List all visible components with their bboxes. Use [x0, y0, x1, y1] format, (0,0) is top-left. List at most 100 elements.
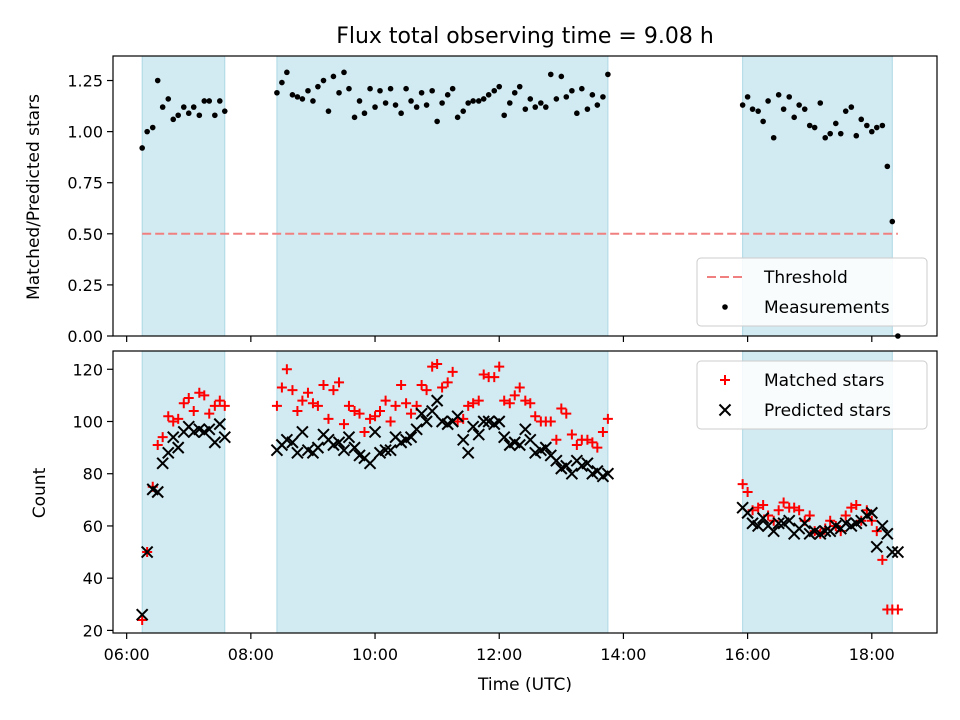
matched-star-point [545, 416, 556, 427]
measurement-point [403, 85, 409, 92]
matched-star-point [494, 361, 505, 372]
matched-star-point [566, 429, 577, 440]
matched-star-point [359, 426, 370, 437]
plot-frame [112, 55, 938, 337]
measurement-point [351, 114, 358, 121]
predicted-star-point [466, 420, 480, 433]
measurement-point [418, 89, 425, 96]
matched-star-point [396, 379, 407, 390]
measurement-point [217, 98, 223, 104]
predicted-star-point [379, 444, 392, 457]
predicted-star-point [363, 457, 377, 470]
matched-star-point [318, 379, 329, 390]
measurement-point [330, 73, 337, 80]
matched-star-point [338, 419, 349, 430]
y-tick-label: 60 [83, 517, 103, 536]
measurement-point [873, 124, 880, 131]
matched-star-point [892, 604, 903, 615]
predicted-star-point [410, 423, 423, 436]
legend: Threshold Measurements [696, 257, 928, 327]
matched-star-point [178, 398, 189, 409]
chart-title: Flux total observing time = 9.08 h [336, 24, 714, 49]
measurement-point [858, 116, 865, 123]
predicted-star-point [493, 415, 506, 428]
y-tick-label: 0.50 [67, 225, 103, 244]
measurement-point [196, 112, 203, 119]
predicted-star-point [337, 444, 351, 457]
matched-star-point [794, 505, 805, 516]
matched-star-point [742, 487, 753, 497]
matched-star-point [778, 497, 789, 508]
matched-star-point [840, 510, 851, 521]
predicted-star-point [461, 446, 475, 460]
matched-star-point [737, 479, 748, 490]
matched-star-point [287, 385, 298, 396]
predicted-star-point [203, 423, 216, 436]
matched-star-point [489, 372, 500, 383]
predicted-star-point [171, 441, 185, 454]
matched-star-point [209, 400, 220, 411]
predicted-star-point [741, 506, 754, 520]
measurement-point [274, 89, 280, 96]
y-tick-label: 1.00 [67, 123, 103, 142]
legend-label: Predicted stars [764, 401, 891, 421]
measurement-point [569, 87, 575, 94]
measurement-point [864, 122, 870, 129]
matched-star-point [375, 406, 386, 417]
predicted-star-point [291, 446, 304, 460]
matched-star-point [602, 413, 613, 424]
measurement-point [429, 87, 435, 94]
measurement-point [749, 106, 756, 112]
measurement-point [356, 98, 363, 104]
measurement-point [139, 145, 145, 151]
predicted-star-point [151, 485, 164, 499]
measurement-point [739, 102, 746, 108]
measurement-point [387, 85, 394, 92]
bottom-y-axis-label: Count [30, 467, 50, 518]
predicted-star-point [404, 430, 418, 444]
measurement-point [842, 108, 849, 114]
predicted-star-point [384, 444, 397, 457]
measurement-point [154, 77, 161, 84]
predicted-star-point [332, 436, 346, 449]
matched-star-point [370, 411, 381, 422]
matched-star-point [432, 359, 443, 370]
matched-star-point [204, 408, 215, 419]
matched-star-point [406, 408, 417, 419]
y-tick-label: 40 [83, 569, 103, 588]
matched-star-point [499, 395, 510, 406]
legend-marker-measurements [722, 304, 728, 310]
predicted-star-point [208, 436, 222, 449]
x-tick-label: 08:00 [228, 645, 274, 664]
measurement-point [165, 96, 172, 102]
matched-star-point [354, 408, 365, 419]
measurement-point [786, 94, 793, 100]
measurement-point [827, 130, 833, 137]
x-tick-label: 16:00 [725, 645, 771, 664]
measurement-point [589, 92, 596, 98]
measurement-point [605, 71, 611, 78]
measurement-point [574, 110, 580, 117]
measurement-point [806, 122, 813, 129]
measurement-point [506, 100, 513, 106]
predicted-star-point [167, 430, 180, 444]
measurement-point [382, 100, 389, 106]
matched-star-point [556, 403, 567, 414]
measurement-point [449, 85, 456, 92]
measurement-point [765, 98, 771, 104]
measurement-point [775, 92, 782, 98]
matched-star-point [302, 387, 313, 398]
measurement-point [305, 87, 311, 94]
matched-star-point [276, 382, 287, 393]
measurement-point [475, 98, 482, 104]
matched-star-point [385, 416, 396, 427]
predicted-star-point [420, 415, 433, 428]
measurement-point [372, 104, 378, 110]
predicted-star-point [539, 441, 553, 454]
predicted-star-point [560, 459, 573, 473]
measurement-point [879, 122, 886, 129]
y-tick-label: 0.25 [67, 276, 103, 295]
y-tick-label: 0.00 [67, 327, 103, 346]
measurement-point [144, 128, 150, 135]
predicted-star-point [213, 417, 227, 431]
